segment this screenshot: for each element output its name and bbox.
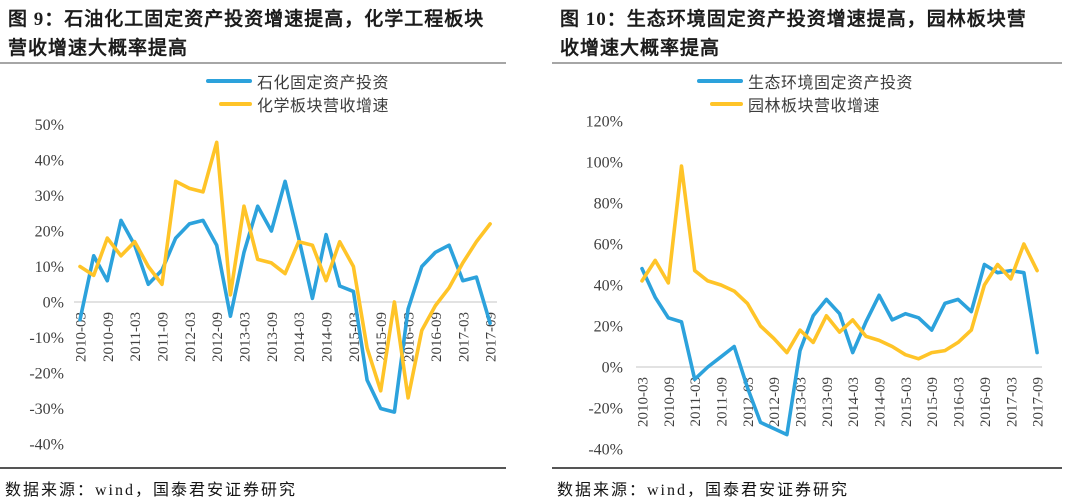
y-axis-tick-label: 0% <box>602 360 623 377</box>
x-axis-tick-label: 2012-03 <box>183 312 199 362</box>
figure-10-title-number: 图 10： <box>560 9 627 30</box>
yellow-line-sample <box>710 102 743 106</box>
y-axis-tick-label: 20% <box>594 319 623 336</box>
figure-10-legend: 生态环境固定资产投资 园林板块营收增速 <box>693 70 913 115</box>
figure-9-title-divider <box>0 62 506 64</box>
figure-10-legend-label-blue: 生态环境固定资产投资 <box>748 75 914 92</box>
x-axis-tick-label: 2016-09 <box>429 312 445 362</box>
x-axis-tick-label: 2013-03 <box>238 312 254 362</box>
x-axis-tick-label: 2010-03 <box>74 312 90 362</box>
figure-9-chart-svg: 50% 40% 30% 20% 10% 0% -10% -20% -30% -40% 2010-03… <box>29 117 500 454</box>
figure-9-title-text: 石油化工固定资产投资增速提高，化学工程板块营收增速大概率提高 <box>8 9 485 59</box>
figure-10-title: 图 10：生态环境固定资产投资增速提高，园林板块营收增速大概率提高 <box>560 5 1038 63</box>
x-axis-tick-label: 2016-03 <box>952 377 968 427</box>
x-axis-tick-label: 2010-03 <box>636 377 652 427</box>
blue-line-swatch <box>693 79 743 83</box>
y-axis-tick-label: 50% <box>35 117 64 134</box>
x-axis-tick-label: 2010-09 <box>662 377 678 427</box>
blue-line-sample <box>697 79 743 83</box>
y-axis-tick-label: 0% <box>43 295 64 312</box>
figure-9-title: 图 9：石油化工固定资产投资增速提高，化学工程板块营收增速大概率提高 <box>8 5 488 63</box>
figure-10-title-divider <box>552 62 1062 64</box>
x-axis-tick-label: 2017-03 <box>1004 377 1020 427</box>
x-axis-tick-label: 2011-03 <box>688 377 704 426</box>
figure-9-legend-label-blue: 石化固定资产投资 <box>257 75 390 92</box>
x-axis-tick-label: 2014-09 <box>320 312 336 362</box>
y-axis-tick-label: -20% <box>588 401 623 418</box>
figure-9: 图 9：石油化工固定资产投资增速提高，化学工程板块营收增速大概率提高 50% 40… <box>0 5 506 499</box>
y-axis-tick-label: 100% <box>586 155 623 172</box>
x-axis-tick-label: 2011-09 <box>156 312 172 361</box>
yellow-line-swatch <box>693 102 743 106</box>
x-axis-tick-label: 2014-03 <box>292 312 308 362</box>
figure-9-legend: 石化固定资产投资 化学板块营收增速 <box>202 70 389 115</box>
y-axis-tick-label: 40% <box>35 153 64 170</box>
x-axis-tick-label: 2017-03 <box>456 312 472 362</box>
y-axis-tick-label: -30% <box>29 401 64 418</box>
x-axis-tick-label: 2013-03 <box>794 377 810 427</box>
figure-9-legend-item-blue: 石化固定资产投资 <box>202 70 389 92</box>
figure-10-legend-label-yellow: 园林板块营收增速 <box>748 98 881 115</box>
y-axis-tick-label: -40% <box>588 442 623 459</box>
blue-line-sample <box>206 79 252 83</box>
figure-10-source-divider <box>552 467 1062 469</box>
x-axis-tick-label: 2015-03 <box>899 377 915 427</box>
x-axis-tick-label: 2011-09 <box>715 377 731 426</box>
x-axis-tick-label: 2014-09 <box>873 377 889 427</box>
blue-line-swatch <box>202 79 252 83</box>
x-axis-tick-label: 2013-09 <box>265 312 281 362</box>
figure-9-source-divider <box>0 467 506 469</box>
figure-9-title-number: 图 9： <box>8 9 65 30</box>
series-line-1 <box>78 140 492 400</box>
series-line-0 <box>78 179 492 414</box>
x-axis-tick-label: 2012-09 <box>210 312 226 362</box>
y-axis-tick-label: -20% <box>29 366 64 383</box>
x-axis-tick-label: 2016-09 <box>978 377 994 427</box>
x-axis-tick-label: 2013-09 <box>820 377 836 427</box>
series-line-1 <box>640 164 1039 361</box>
figure-10-legend-item-yellow: 园林板块营收增速 <box>693 93 913 115</box>
y-axis-tick-label: -10% <box>29 330 64 347</box>
x-axis-tick-label: 2014-03 <box>846 377 862 427</box>
x-axis-tick-label: 2010-09 <box>101 312 117 362</box>
figure-10-source: 数据来源：wind，国泰君安证券研究 <box>557 482 850 499</box>
x-axis-tick-label: 2011-03 <box>128 312 144 361</box>
y-axis-tick-label: 20% <box>35 224 64 241</box>
figure-9-legend-item-yellow: 化学板块营收增速 <box>202 93 389 115</box>
figure-10: 图 10：生态环境固定资产投资增速提高，园林板块营收增速大概率提高 120% 10… <box>545 0 1080 501</box>
x-axis-tick-label: 2012-09 <box>767 377 783 427</box>
yellow-line-sample <box>219 102 252 106</box>
figure-9-source: 数据来源：wind，国泰君安证券研究 <box>5 482 298 499</box>
x-axis-tick-label: 2017-09 <box>1031 377 1047 427</box>
x-axis-tick-label: 2017-09 <box>484 312 500 362</box>
y-axis-tick-label: 10% <box>35 259 64 276</box>
x-axis-tick-label: 2012-03 <box>741 377 757 427</box>
y-axis-tick-label: 80% <box>594 196 623 213</box>
x-axis-tick-label: 2015-09 <box>925 377 941 427</box>
yellow-line-swatch <box>202 102 252 106</box>
figure-9-legend-label-yellow: 化学板块营收增速 <box>257 98 390 115</box>
y-axis-tick-label: 30% <box>35 188 64 205</box>
figure-10-legend-item-blue: 生态环境固定资产投资 <box>693 70 913 92</box>
series-line-0 <box>640 262 1039 437</box>
figure-10-chart-svg: 120% 100% 80% 60% 40% 20% 0% -20% -40% 2010-03 201… <box>586 114 1047 459</box>
figure-10-title-text: 生态环境固定资产投资增速提高，园林板块营收增速大概率提高 <box>560 9 1027 59</box>
y-axis-tick-label: 120% <box>586 114 623 131</box>
y-axis-tick-label: 60% <box>594 237 623 254</box>
y-axis-tick-label: 40% <box>594 278 623 295</box>
y-axis-tick-label: -40% <box>29 437 64 454</box>
